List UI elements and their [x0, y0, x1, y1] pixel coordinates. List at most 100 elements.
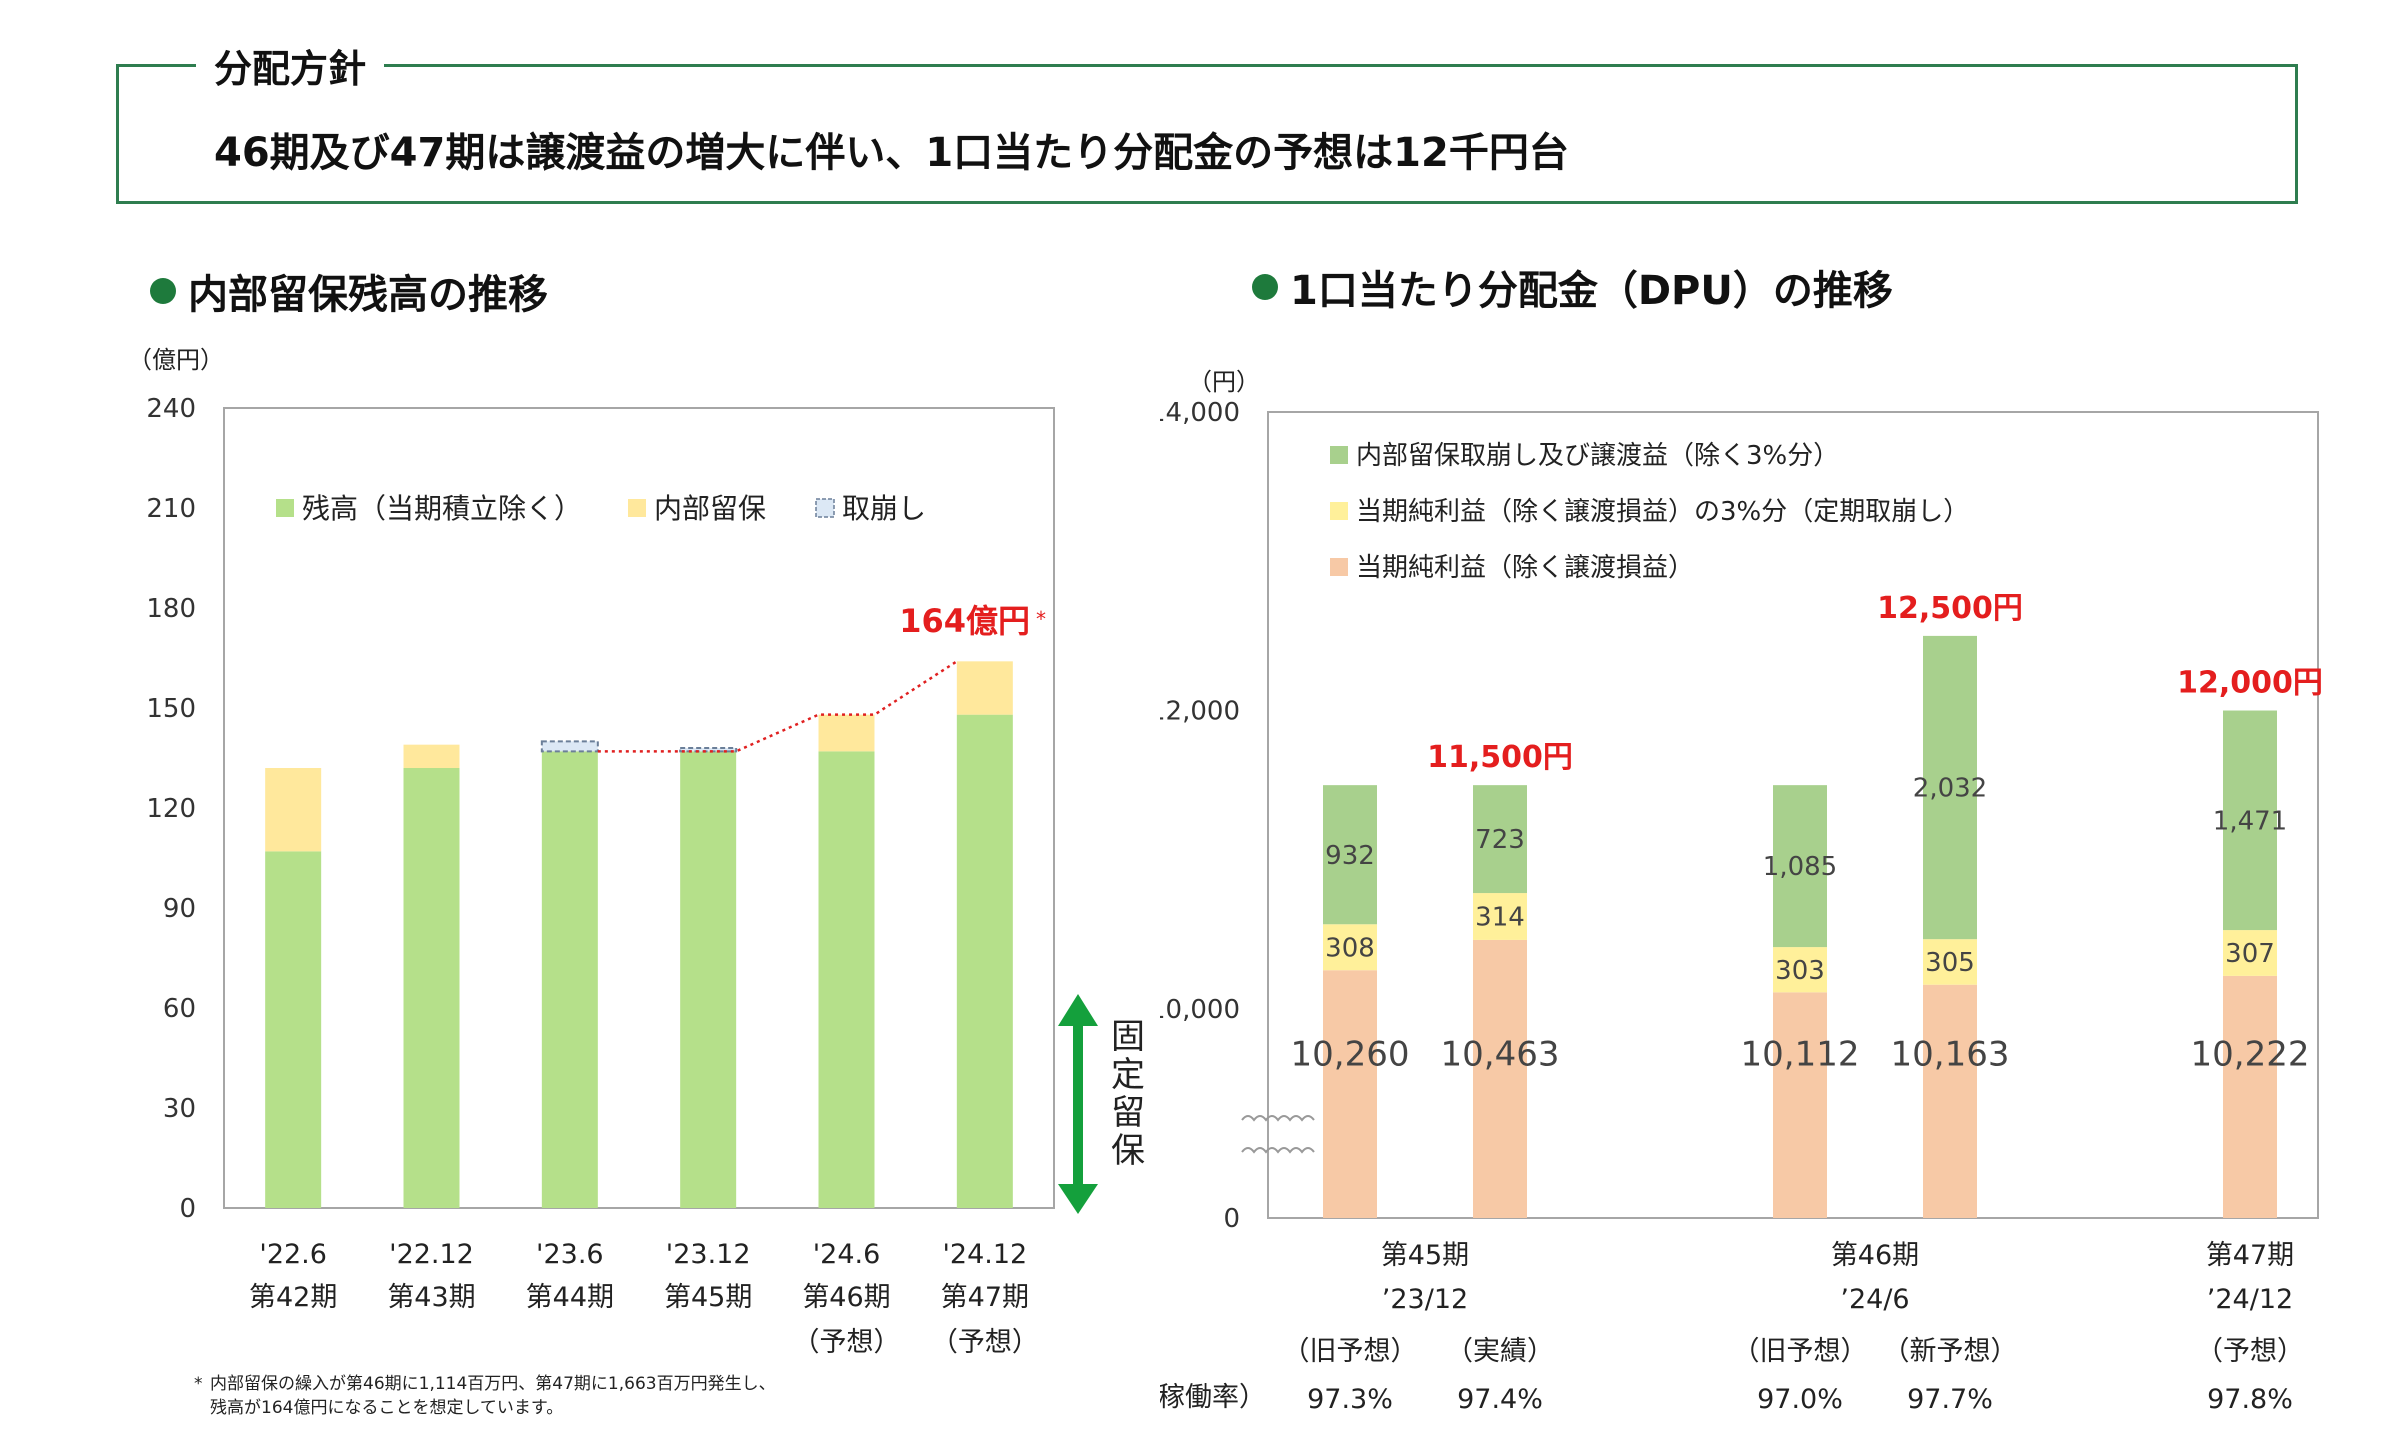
- scenario-label: （実績）: [1446, 1336, 1554, 1367]
- bullet-icon: [150, 278, 176, 304]
- data-label: 932: [1325, 841, 1375, 871]
- legend-swatch: [1330, 558, 1348, 576]
- bar-segment: [2223, 710, 2277, 931]
- x-tick-sublabel: 第47期: [941, 1282, 1029, 1313]
- policy-box: [116, 64, 2298, 204]
- scenario-label: （旧予想）: [1733, 1336, 1868, 1367]
- bar-segment: [1323, 970, 1377, 1218]
- x-tick-label: '23.6: [536, 1239, 604, 1270]
- left-unit-label: （億円）: [128, 346, 224, 374]
- x-tick-sublabel: 第42期: [249, 1282, 337, 1313]
- data-label: 2,032: [1913, 774, 1987, 804]
- y-tick-label: 12,000: [1160, 697, 1240, 727]
- left-section-title-text: 内部留保残高の推移: [188, 272, 548, 318]
- y-tick-label: 90: [163, 894, 196, 924]
- trend-line: [597, 660, 958, 753]
- scenario-label: （予想）: [2196, 1336, 2304, 1367]
- legend-label: 当期純利益（除く譲渡損益）の3%分（定期取崩し）: [1356, 497, 1969, 527]
- x-tick-label: '22.12: [389, 1239, 474, 1270]
- occupancy-value: 97.0%: [1757, 1384, 1843, 1415]
- occupancy-value: 97.4%: [1457, 1384, 1543, 1415]
- occupancy-value: 97.8%: [2207, 1384, 2293, 1415]
- dpu-chart: 0 10,000 12,000 14,000 10,260 308 932 （旧予想） 97.3…: [1160, 398, 2323, 1415]
- occupancy-value: 97.3%: [1307, 1384, 1393, 1415]
- x-tick-sublabel: 第44期: [526, 1282, 614, 1313]
- left-section-title: 内部留保残高の推移: [150, 262, 548, 320]
- bar-segment: [1473, 893, 1527, 940]
- legend-swatch: [815, 498, 835, 518]
- x-tick-sublabel: 第43期: [387, 1282, 475, 1313]
- bar-balance: [403, 768, 460, 1208]
- bar-segment: [1473, 939, 1527, 1218]
- bar-segment: [2223, 930, 2277, 976]
- legend-swatch: [276, 499, 294, 517]
- bar-segment: [1773, 947, 1827, 993]
- y-tick-label: 180: [146, 594, 196, 624]
- right-unit-label: （円）: [1188, 368, 1260, 396]
- bar-balance: [956, 714, 1013, 1208]
- data-label: 1,085: [1763, 852, 1837, 882]
- bar-segment: [1923, 939, 1977, 985]
- period-date: ’23/12: [1382, 1284, 1468, 1315]
- legend-swatch: [1330, 446, 1348, 464]
- footnote: * 内部留保の繰入が第46期に1,114百万円、第47期に1,663百万円発生し…: [194, 1372, 776, 1420]
- bar-segment: [1323, 785, 1377, 925]
- data-label: 723: [1475, 825, 1525, 855]
- period-date: ’24/12: [2207, 1284, 2293, 1315]
- data-label: 303: [1775, 956, 1825, 986]
- bar-balance: [541, 751, 598, 1208]
- footnote-line-2: 残高が164億円になることを想定しています。: [210, 1398, 564, 1418]
- y-tick-label: 60: [163, 994, 196, 1024]
- bar-withdrawal: [540, 740, 599, 753]
- y-tick-label: 0: [1223, 1204, 1240, 1234]
- data-label: 10,222: [2191, 1035, 2310, 1075]
- x-tick-sublabel: 第46期: [802, 1282, 890, 1313]
- legend-swatch: [628, 499, 646, 517]
- data-label: 1,471: [2213, 806, 2287, 836]
- legend-label: 内部留保取崩し及び譲渡益（除く3%分）: [1356, 441, 1839, 471]
- y-tick-label: 10,000: [1160, 995, 1240, 1025]
- bar-reserve: [818, 714, 875, 752]
- total-label: 11,500円: [1427, 740, 1573, 775]
- bar-segment: [1323, 924, 1377, 971]
- x-tick-label: '24.6: [813, 1239, 881, 1270]
- data-label: 10,260: [1291, 1035, 1410, 1075]
- scenario-label: （新予想）: [1883, 1336, 2018, 1367]
- x-tick-sublabel: 第45期: [664, 1282, 752, 1313]
- bar-segment: [1473, 785, 1527, 894]
- legend-swatch: [1330, 502, 1348, 520]
- bar-balance: [265, 851, 322, 1208]
- right-section-title: 1口当たり分配金（DPU）の推移: [1252, 258, 1893, 316]
- arrow-down-icon: [1058, 1184, 1098, 1214]
- axis-break-icon: [1241, 1147, 1315, 1154]
- legend-label: 当期純利益（除く譲渡損益）: [1356, 553, 1694, 583]
- y-tick-label: 240: [146, 394, 196, 424]
- bar-withdrawal: [679, 747, 738, 753]
- data-label: 10,112: [1741, 1035, 1860, 1075]
- x-tick-label: '24.12: [942, 1239, 1027, 1270]
- scenario-label: （旧予想）: [1283, 1336, 1418, 1367]
- bar-balance: [818, 751, 875, 1208]
- x-tick-label: '22.6: [259, 1239, 327, 1270]
- y-tick-label: 30: [163, 1094, 196, 1124]
- axis-break-icon: [1241, 1115, 1315, 1122]
- bar-reserve: [403, 744, 460, 768]
- legend-label: 取崩し: [842, 492, 926, 525]
- y-tick-label: 0: [179, 1194, 196, 1224]
- reserve-balance-chart: 0 30 60 90 120 150 180 210 240 '22.6 第42期 '22.12 第43…: [146, 394, 1145, 1358]
- total-label: 12,500円: [1877, 591, 2023, 626]
- legend-label: 内部留保: [654, 492, 766, 525]
- footnote-mark: *: [194, 1374, 203, 1394]
- data-label: 307: [2225, 939, 2275, 969]
- bar-segment: [2223, 975, 2277, 1218]
- fixed-reserve-char: 定: [1111, 1055, 1145, 1095]
- x-tick-sublabel: （予想）: [793, 1327, 901, 1358]
- bar-segment: [1923, 635, 1977, 940]
- period-label: 第45期: [1381, 1240, 1469, 1271]
- data-label: 308: [1325, 933, 1375, 963]
- y-tick-label: 14,000: [1160, 398, 1240, 428]
- bullet-icon: [1252, 274, 1278, 300]
- occupancy-label: （稼働率）: [1160, 1382, 1266, 1413]
- bar-reserve: [265, 768, 322, 852]
- fixed-reserve-char: 留: [1111, 1093, 1145, 1133]
